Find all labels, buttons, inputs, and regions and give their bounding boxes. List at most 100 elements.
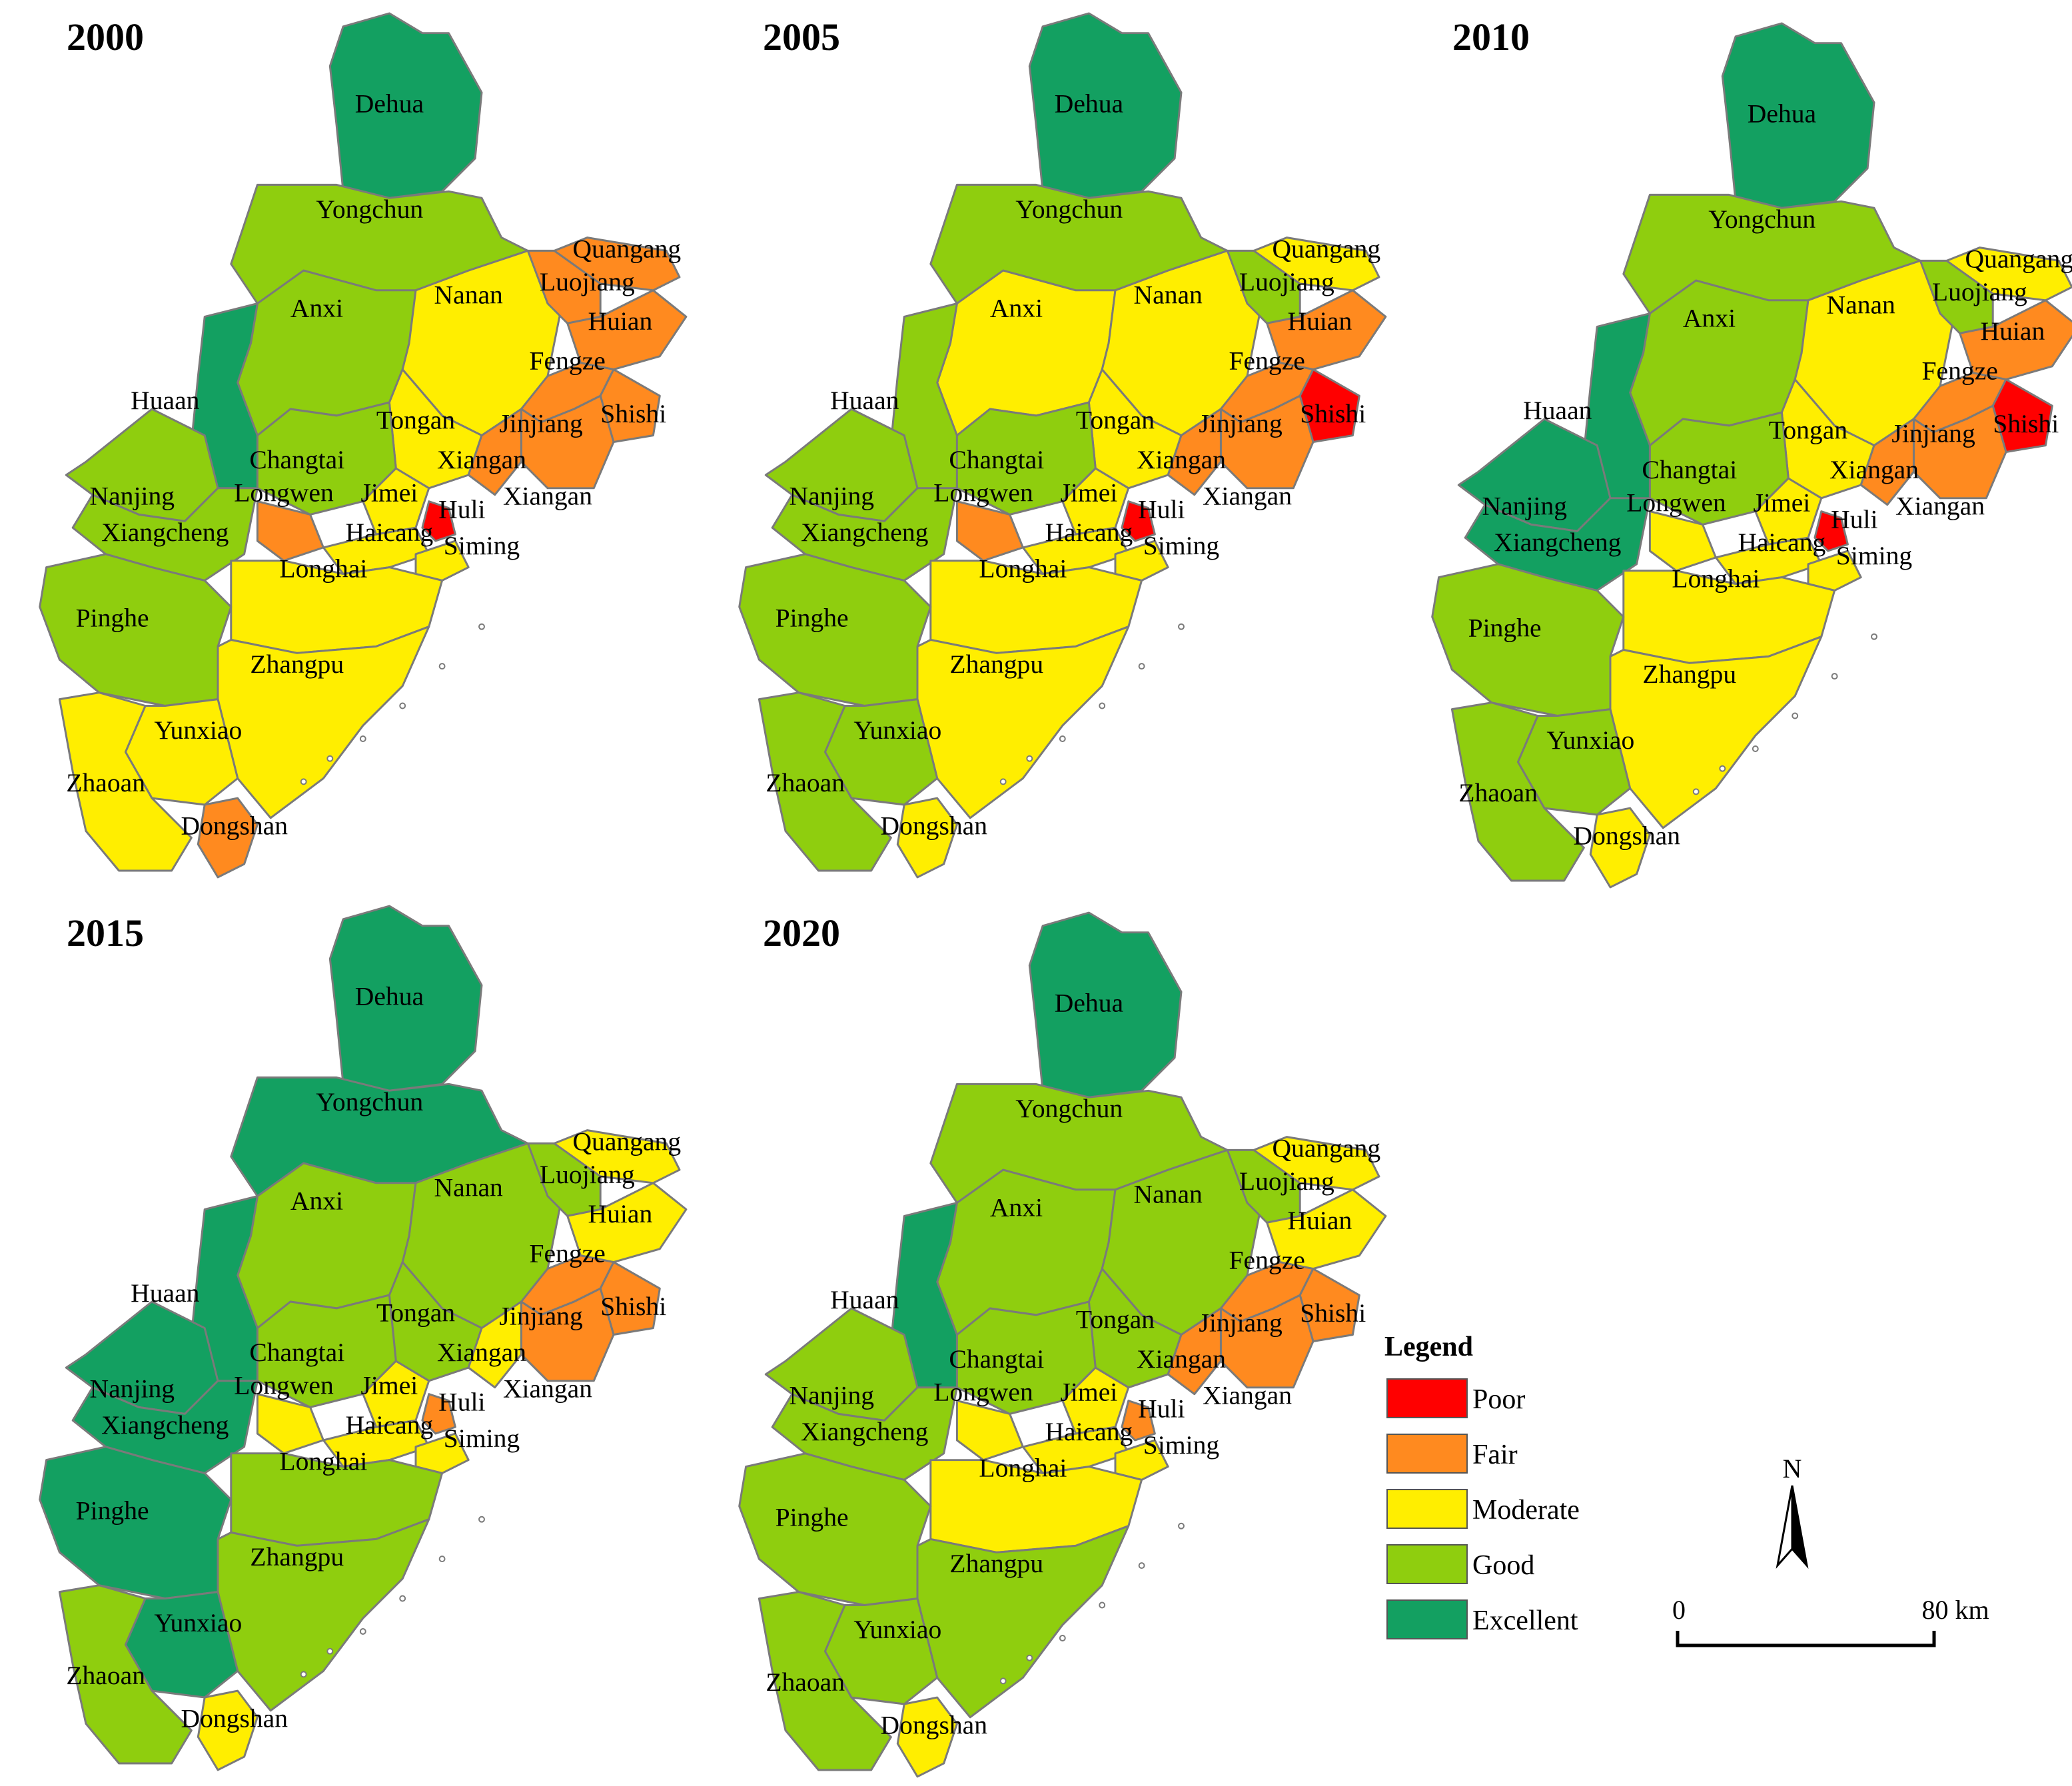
label-luojiang-2000: Luojiang (540, 267, 635, 296)
label-quangang-2015: Quangang (572, 1126, 681, 1156)
label-huaan-2010: Huaan (1523, 396, 1592, 425)
label-haicang-2010: Haicang (1738, 528, 1825, 557)
map-body-2005: Dehua Yongchun Anxi Nanan Quangang Luojiang Hu… (738, 12, 1387, 879)
label-nanjing-2020: Nanjing (789, 1381, 875, 1410)
island-dot (1059, 1635, 1066, 1641)
district-longwen-2020 (955, 1400, 1024, 1462)
label-yongchun-2010: Yongchun (1708, 205, 1815, 234)
label-tongan-2020: Tongan (1076, 1305, 1155, 1334)
label-luojiang-2020: Luojiang (1239, 1166, 1334, 1196)
map-2020: 2020 Dehua Yongchun Anxi Nanan Quangang Luojia… (738, 911, 1387, 1778)
district-quangang-2010 (1945, 246, 2072, 302)
label-quangang-2005: Quangang (1272, 234, 1380, 263)
map-title-2005: 2005 (763, 15, 840, 59)
label-nanan-2005: Nanan (1134, 280, 1203, 310)
label-huian-2015: Huian (588, 1199, 653, 1228)
district-jimei-2005 (1061, 467, 1130, 536)
district-dehua-2015 (328, 905, 483, 1092)
label-dongshan-2020: Dongshan (881, 1711, 988, 1740)
label-dongshan-2005: Dongshan (881, 811, 988, 841)
legend-swatch-poor (1386, 1378, 1468, 1418)
label-haicang-2015: Haicang (345, 1410, 433, 1440)
label-longwen-2005: Longwen (933, 478, 1033, 508)
district-xiangan-2005 (1167, 408, 1222, 496)
label-longwen-2015: Longwen (234, 1371, 334, 1400)
district-zhaoan-2005 (758, 691, 892, 872)
label-quangang-2010: Quangang (1965, 244, 2072, 273)
island-dot (1752, 745, 1759, 752)
label-xiangan-2005: Xiangan (1137, 445, 1226, 474)
district-jinjiang-2010 (1912, 404, 2007, 500)
label-tongan-2015: Tongan (376, 1298, 455, 1328)
label-haicang-2020: Haicang (1045, 1417, 1133, 1446)
district-dongshan-2005 (896, 797, 958, 879)
label-dehua-2000: Dehua (355, 89, 424, 119)
legend-swatch-fair (1386, 1434, 1468, 1474)
district-longwen-2010 (1648, 510, 1717, 572)
district-longwen-2015 (256, 1393, 324, 1455)
island-dot (1138, 663, 1145, 670)
label-changtai-2020: Changtai (949, 1344, 1044, 1374)
district-jimei-2020 (1061, 1366, 1130, 1435)
label-xiangan-2015: Xiangan (437, 1338, 526, 1367)
label-xiangan-2000: Xiangan (437, 445, 526, 474)
island-dot (1178, 1522, 1185, 1530)
label-xiangcheng-2010: Xiangcheng (1494, 528, 1621, 557)
island-dot (999, 778, 1007, 785)
district-dehua-2020 (1028, 911, 1183, 1099)
label-longhai-2010: Longhai (1672, 564, 1760, 593)
island-dot (1792, 712, 1799, 719)
label-huli-2000: Huli (438, 494, 485, 524)
label-tongan-2000: Tongan (376, 406, 455, 435)
label-xiangan-2020: Xiangan (1137, 1344, 1226, 1374)
legend-label-excellent: Excellent (1472, 1605, 1578, 1636)
district-jinjiang-2005 (1219, 394, 1314, 490)
label-longhai-2020: Longhai (979, 1453, 1067, 1482)
district-quangang-2020 (1253, 1136, 1380, 1191)
district-dehua-2000 (328, 12, 483, 199)
legend-label-moderate: Moderate (1472, 1495, 1580, 1526)
north-arrow-right-half (1791, 1485, 1809, 1569)
label-dehua-2020: Dehua (1055, 989, 1124, 1018)
label-huli-2015: Huli (438, 1387, 485, 1416)
map-2015: 2015 Dehua Yongchun Anxi Nanan Quangang Luojia… (39, 905, 688, 1771)
label-huian-2010: Huian (1981, 316, 2045, 346)
label-haicang-2000: Haicang (345, 518, 433, 547)
label-huian-2000: Huian (588, 306, 653, 336)
label-siming-2020: Siming (1143, 1430, 1220, 1460)
label-jinjiang-2015: Jinjiang (499, 1302, 583, 1331)
district-xiangan-2000 (467, 408, 522, 496)
legend-swatch-excellent (1386, 1599, 1468, 1639)
scale-bar-end: 80 km (1921, 1595, 1989, 1625)
district-huli-2000 (421, 500, 456, 542)
label-siming-2015: Siming (444, 1424, 520, 1453)
island-dot (300, 778, 307, 785)
label-zhangpu-2010: Zhangpu (1642, 660, 1736, 689)
label-zhangpu-2015: Zhangpu (250, 1542, 344, 1571)
label-yunxiao-2020: Yunxiao (853, 1615, 941, 1644)
district-jinjiang-2000 (520, 394, 615, 490)
label-dongshan-2015: Dongshan (181, 1704, 288, 1733)
label-anxi-2020: Anxi (990, 1192, 1043, 1222)
label-siming-2000: Siming (444, 531, 520, 560)
label-xiangcheng-2005: Xiangcheng (801, 518, 928, 547)
map-title-2000: 2000 (67, 15, 144, 59)
label-shishi-2005: Shishi (1300, 399, 1366, 428)
north-label: N (1783, 1454, 1802, 1484)
label-xiangan-2020: Xiangan (1203, 1381, 1292, 1410)
scale-bar-line (1676, 1631, 1936, 1647)
district-siming-2015 (414, 1432, 470, 1474)
district-longwen-2000 (256, 500, 324, 562)
label-fengze-2000: Fengze (530, 346, 606, 376)
label-shishi-2000: Shishi (600, 399, 666, 428)
label-yunxiao-2010: Yunxiao (1546, 725, 1634, 755)
label-zhaoan-2010: Zhaoan (1458, 778, 1538, 807)
island-dot (1026, 1654, 1033, 1661)
scale-bar-start: 0 (1672, 1595, 1686, 1625)
island-dot (438, 663, 446, 670)
legend-label-fair: Fair (1472, 1440, 1518, 1470)
label-yunxiao-2005: Yunxiao (853, 715, 941, 745)
label-nanjing-2000: Nanjing (90, 482, 175, 511)
label-jimei-2020: Jimei (1061, 1378, 1118, 1407)
